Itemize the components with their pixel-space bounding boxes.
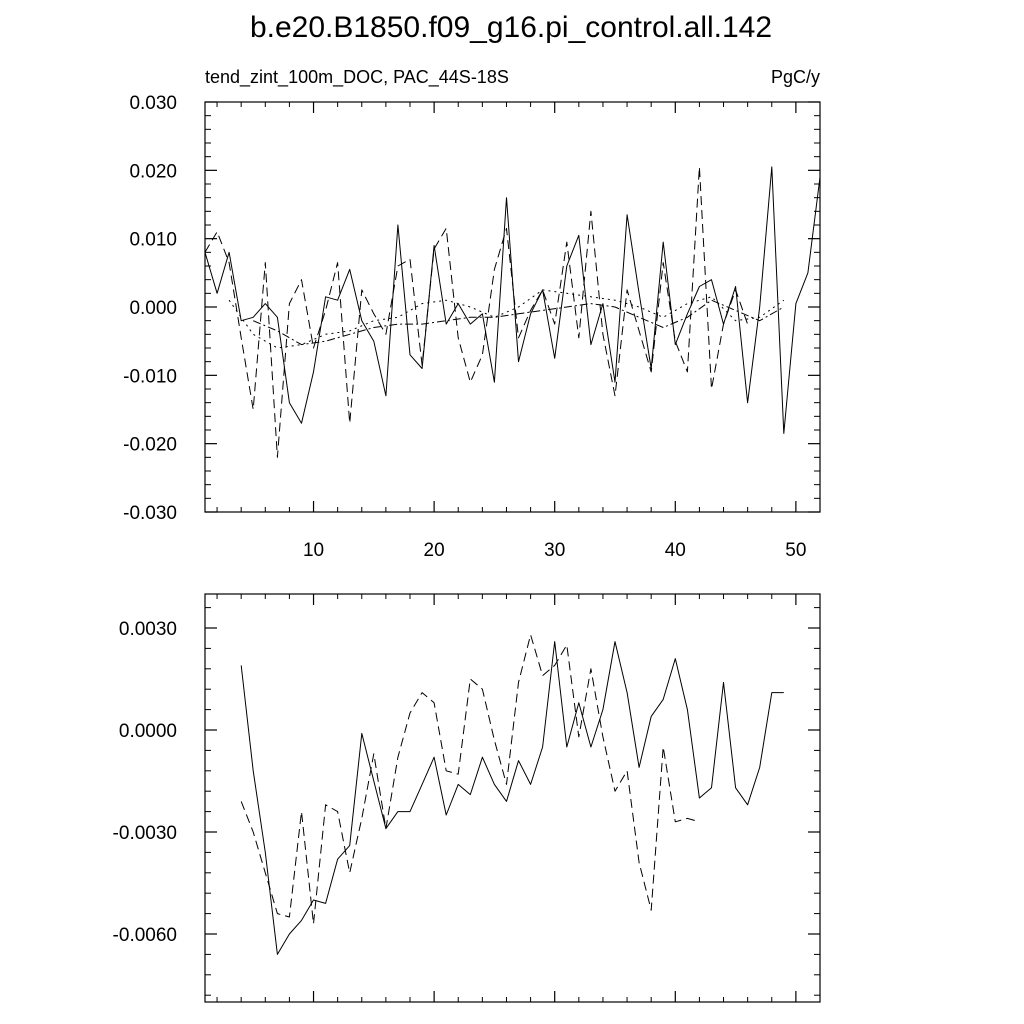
x-tick-label: 40 xyxy=(665,540,686,561)
variable-label: tend_zint_100m_DOC, PAC_44S-18S xyxy=(205,67,509,88)
series-line-solid xyxy=(204,166,821,434)
plot-frame xyxy=(204,593,821,1003)
y-tick-label: 0.000 xyxy=(129,298,177,319)
x-tick-label: 20 xyxy=(424,540,445,561)
y-tick-label: 0.0000 xyxy=(119,721,177,742)
x-tick-label: 10 xyxy=(303,540,324,561)
series-line-dotted xyxy=(228,289,785,349)
top-panel: 10 20 30 40 50 -0.030 -0.020 -0.010 0.000 0.010 0.… xyxy=(123,93,821,561)
figure-title: b.e20.B1850.f09_g16.pi_control.all.142 xyxy=(250,11,772,44)
x-tick-label: 50 xyxy=(785,540,806,561)
y-tick-label: 0.020 xyxy=(129,161,177,182)
series-line-dashdot xyxy=(253,299,785,346)
y-tick-label: -0.030 xyxy=(123,503,177,524)
y-tick-label: 0.0030 xyxy=(119,619,177,640)
series-line-dashed xyxy=(204,166,749,458)
y-tick-label: -0.0060 xyxy=(113,925,177,946)
series-line-dashed xyxy=(240,634,700,925)
bottom-panel: -0.0060 -0.0030 0.0000 0.0030 xyxy=(113,593,821,1003)
units-label: PgC/y xyxy=(771,67,820,87)
y-tick-label: 0.030 xyxy=(129,93,177,114)
x-tick-label: 30 xyxy=(544,540,565,561)
y-tick-label: -0.0030 xyxy=(113,823,177,844)
y-tick-label: 0.010 xyxy=(129,230,177,251)
y-tick-label: -0.020 xyxy=(123,435,177,456)
series-line-solid xyxy=(240,641,784,955)
y-tick-label: -0.010 xyxy=(123,366,177,387)
